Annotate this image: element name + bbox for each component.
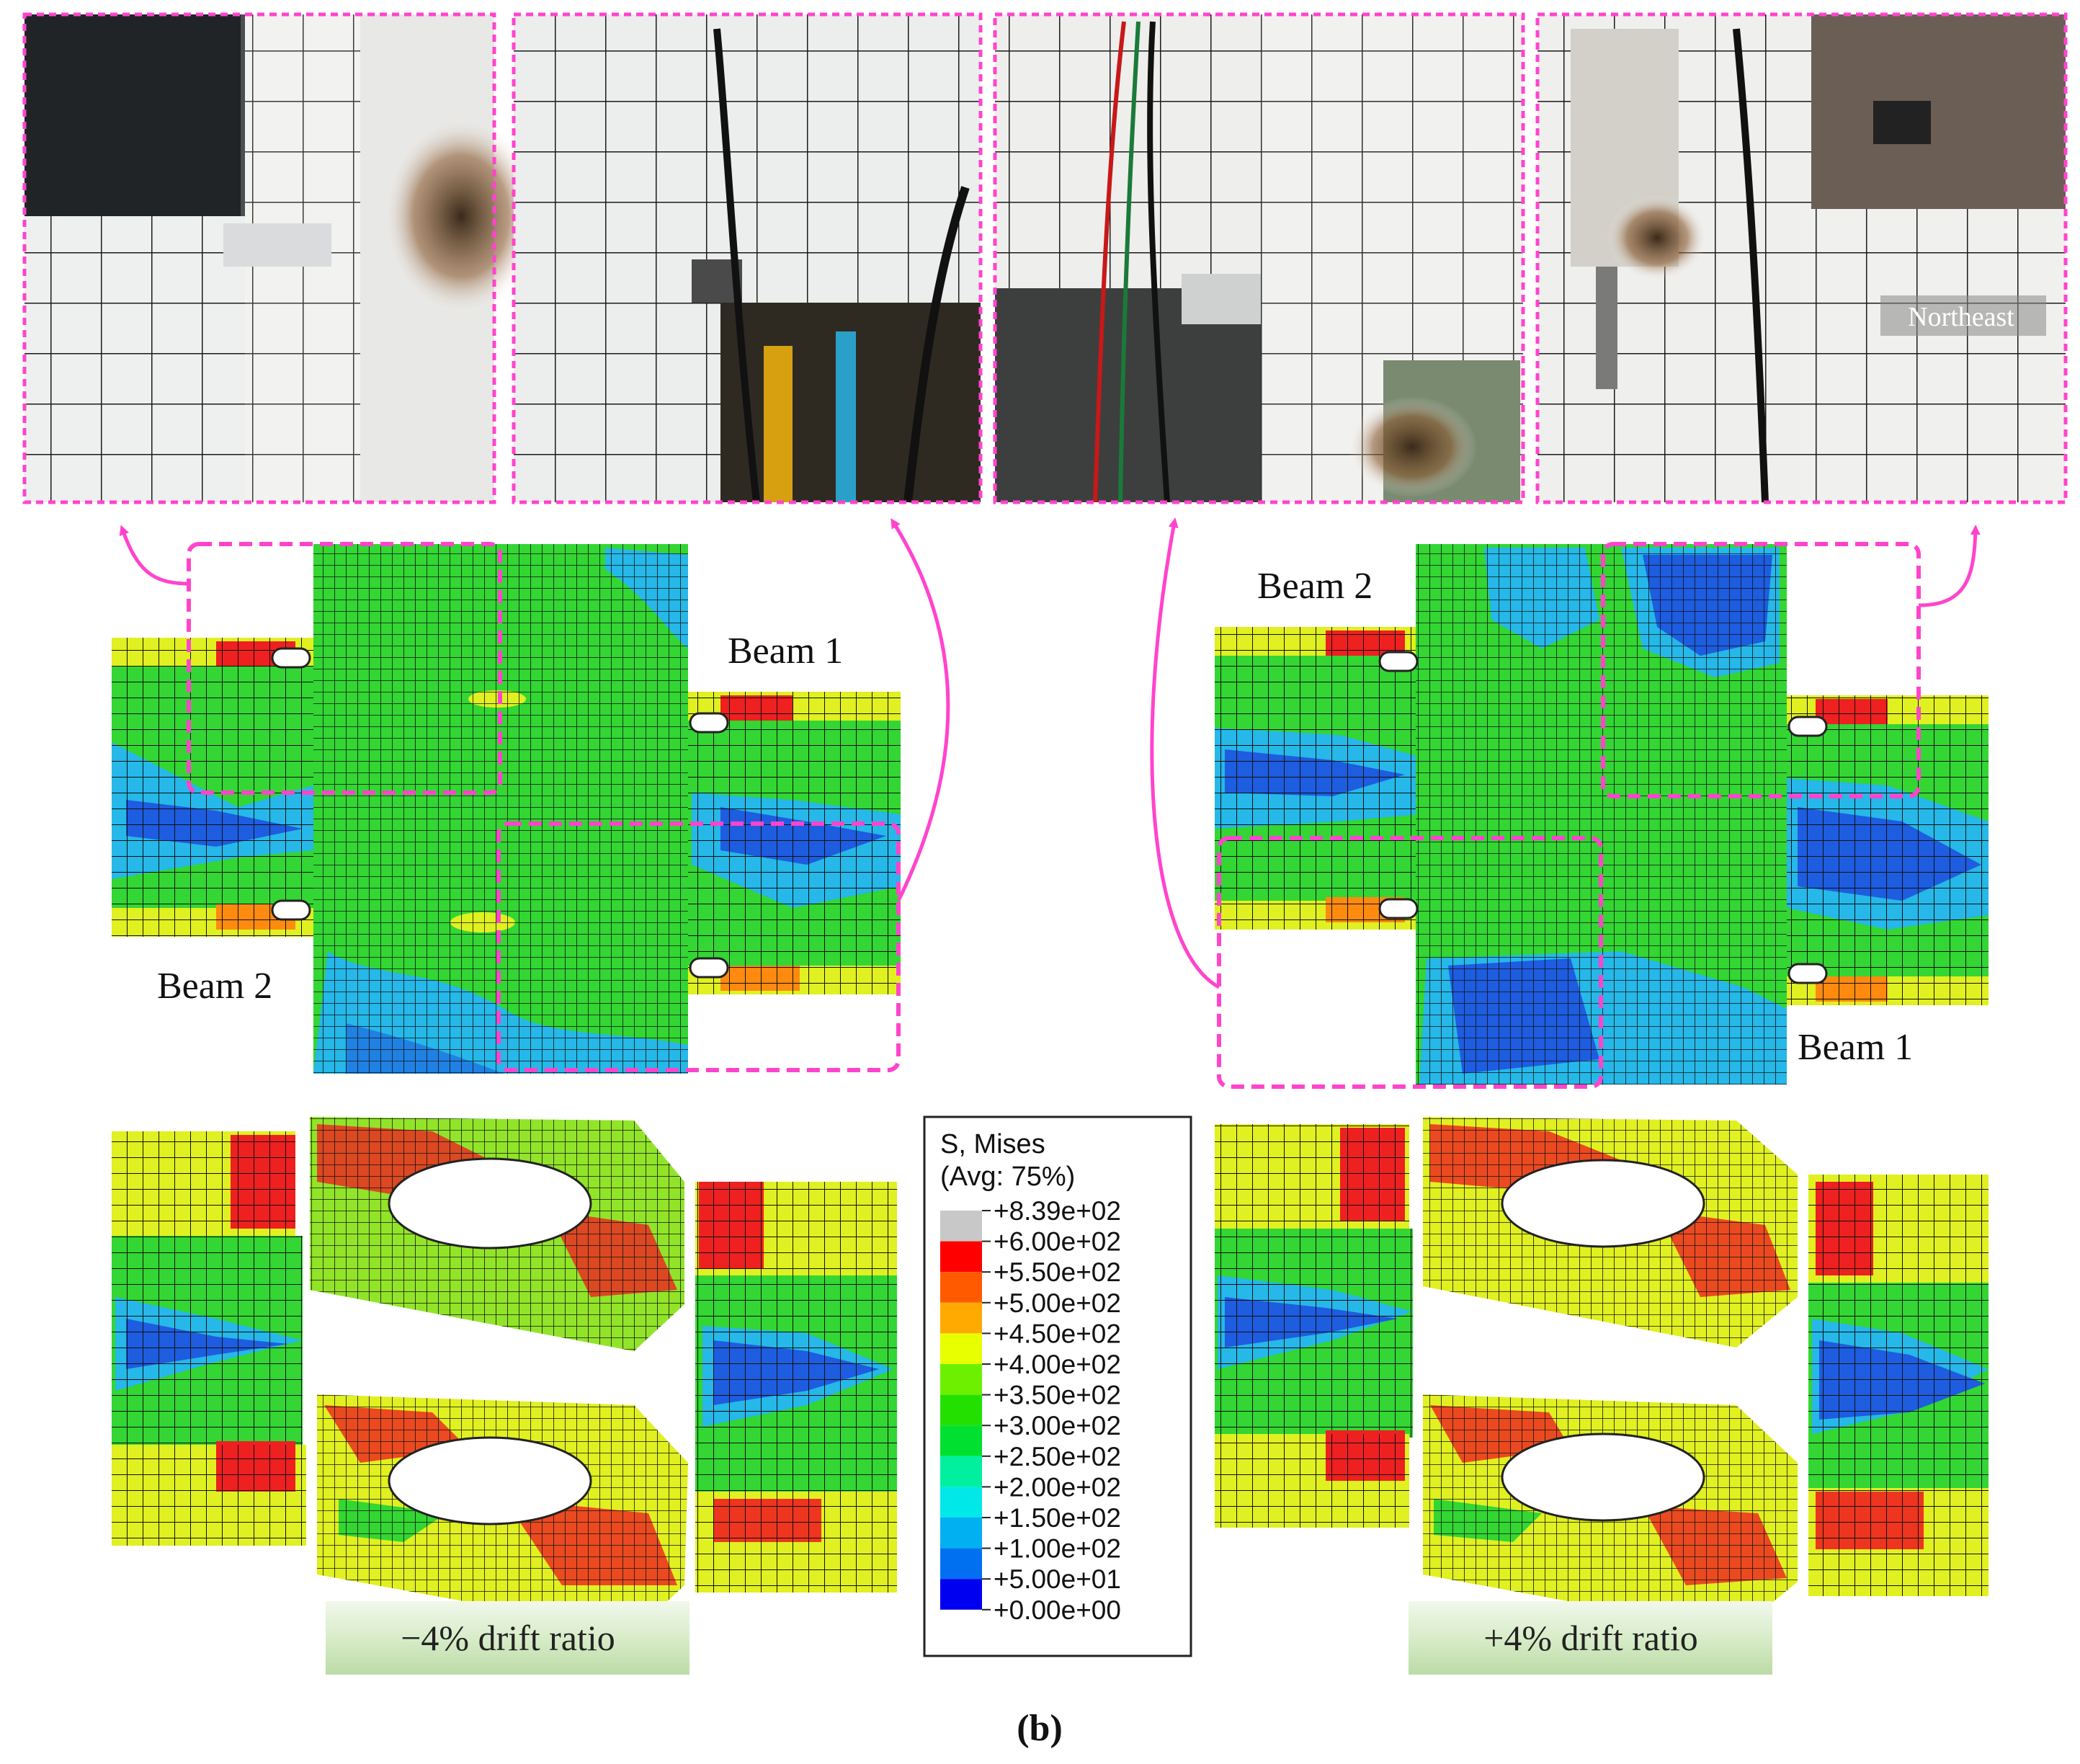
legend-value: +1.50e+02 (994, 1503, 1121, 1533)
legend-value: +8.39e+02 (994, 1196, 1121, 1226)
figure-label: (b) (1017, 1708, 1063, 1749)
legend-swatch (940, 1394, 982, 1426)
legend-value: +6.00e+02 (994, 1227, 1121, 1257)
callout-arrow-to-photo-1 (119, 525, 189, 586)
legend-value: +5.00e+02 (994, 1288, 1121, 1318)
legend-value: +3.50e+02 (994, 1381, 1121, 1410)
legend-swatch (940, 1211, 982, 1242)
drift-label-left: −4% drift ratio (326, 1601, 689, 1675)
legend-value: +4.50e+02 (994, 1319, 1121, 1348)
drift-label-right-text: +4% drift ratio (1483, 1618, 1698, 1658)
legend-swatch (940, 1487, 982, 1518)
legend-subtitle: (Avg: 75%) (940, 1162, 1075, 1192)
callout-arrow-to-photo-3 (1150, 517, 1220, 989)
legend-value: +3.00e+02 (994, 1411, 1121, 1440)
legend-swatch (940, 1456, 982, 1487)
photo-direction-label: Northeast (1908, 302, 2014, 332)
callout-box-left-upper (187, 542, 502, 795)
test-photo-2 (514, 14, 981, 503)
legend-value: +1.00e+02 (994, 1534, 1121, 1564)
legend-value: +2.50e+02 (994, 1442, 1121, 1471)
legend-swatch (940, 1425, 982, 1456)
right-exploded-parts (1215, 1117, 1989, 1632)
legend-swatch (940, 1548, 982, 1580)
photo-2-frame (512, 12, 983, 504)
left-joint-model: Beam 1 Beam 2 (112, 518, 950, 1074)
legend-swatch (940, 1272, 982, 1303)
legend-swatch (940, 1302, 982, 1334)
photo-4-frame (1535, 12, 2068, 504)
mises-stress-legend: S, Mises (Avg: 75%) +8.39e+02+6.00e+02+5… (923, 1115, 1192, 1657)
callout-box-right-upper (1601, 542, 1921, 798)
legend-value: +5.00e+01 (994, 1564, 1121, 1594)
right-joint-model: Beam 2 Beam 1 (1150, 517, 1989, 1089)
legend-swatch (940, 1364, 982, 1395)
beam-1-label-left: Beam 1 (728, 631, 843, 672)
legend-swatches (940, 1210, 991, 1611)
left-exploded-parts (112, 1117, 897, 1632)
callout-box-left-lower (496, 821, 901, 1072)
drift-label-right: +4% drift ratio (1409, 1601, 1772, 1675)
beam-2-label-left: Beam 2 (157, 966, 272, 1007)
test-photo-1 (24, 14, 540, 502)
legend-labels: +8.39e+02+6.00e+02+5.50e+02+5.00e+02+4.5… (994, 1196, 1121, 1625)
legend-swatch (940, 1241, 982, 1273)
callout-arrow-to-photo-2 (891, 518, 950, 902)
test-photo-4: Northeast (1537, 14, 2066, 503)
test-photo-3 (995, 14, 1523, 503)
legend-value: +2.00e+02 (994, 1472, 1121, 1502)
photo-row: Northeast (22, 12, 2068, 504)
photo-3-frame (993, 12, 1525, 504)
callout-arrow-to-photo-4 (1918, 525, 1981, 607)
drift-label-left-text: −4% drift ratio (401, 1618, 615, 1658)
photo-1-frame (22, 12, 496, 504)
beam-1-label-right: Beam 1 (1798, 1027, 1913, 1068)
legend-swatch (940, 1579, 982, 1610)
beam-2-label-right: Beam 2 (1257, 566, 1372, 607)
legend-swatch (940, 1518, 982, 1549)
callout-box-right-lower (1217, 836, 1603, 1089)
legend-value: +4.00e+02 (994, 1350, 1121, 1379)
legend-swatch (940, 1333, 982, 1364)
legend-value: +5.50e+02 (994, 1257, 1121, 1287)
legend-value: +0.00e+00 (994, 1595, 1121, 1625)
legend-title: S, Mises (940, 1129, 1045, 1159)
